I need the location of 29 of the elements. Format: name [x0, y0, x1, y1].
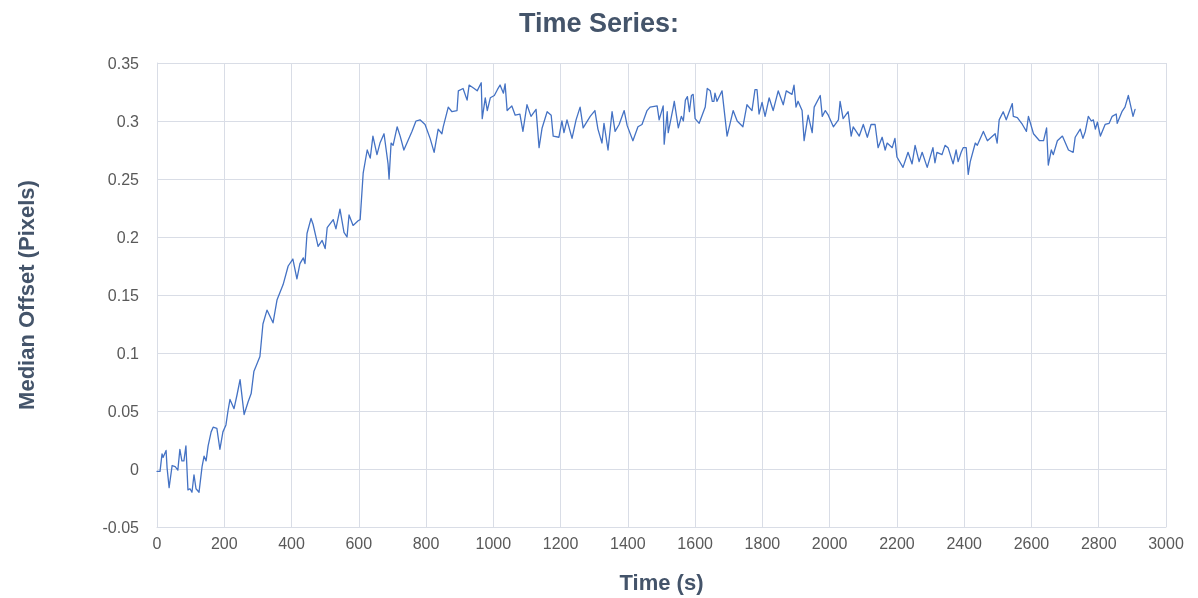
y-tick-label: 0.05	[107, 402, 140, 420]
x-axis-title: Time (s)	[619, 569, 704, 595]
x-tick-label: 1200	[542, 534, 579, 552]
line-series	[156, 82, 1136, 493]
x-tick-label: 800	[412, 534, 440, 552]
y-tick-label: 0.25	[107, 170, 140, 188]
x-tick-label: 400	[278, 534, 305, 552]
x-tick-label: 2800	[1080, 534, 1117, 552]
y-tick-label: -0.05	[102, 518, 140, 536]
x-tick-label: 2600	[1013, 534, 1050, 552]
y-tick-label: 0.1	[116, 344, 140, 362]
x-tick-label: 3000	[1148, 534, 1184, 552]
y-tick-label: 0	[130, 460, 140, 478]
y-tick-label: 0.35	[107, 54, 140, 72]
y-axis-title: Median Offset (Pixels)	[13, 180, 39, 410]
x-tick-label: 200	[210, 534, 238, 552]
y-tick-label: 0.15	[107, 286, 140, 304]
x-tick-label: 0	[152, 534, 162, 552]
chart-title: Time Series:	[518, 7, 680, 38]
x-tick-label: 1400	[610, 534, 646, 552]
x-tick-label: 1800	[744, 534, 781, 552]
x-tick-label: 2000	[811, 534, 848, 552]
x-tick-label: 1600	[677, 534, 714, 552]
x-tick-label: 600	[345, 534, 373, 552]
y-tick-label: 0.3	[116, 112, 140, 130]
x-tick-label: 2200	[879, 534, 915, 552]
x-tick-label: 1000	[475, 534, 512, 552]
y-tick-label: 0.2	[116, 228, 140, 246]
x-tick-label: 2400	[946, 534, 983, 552]
